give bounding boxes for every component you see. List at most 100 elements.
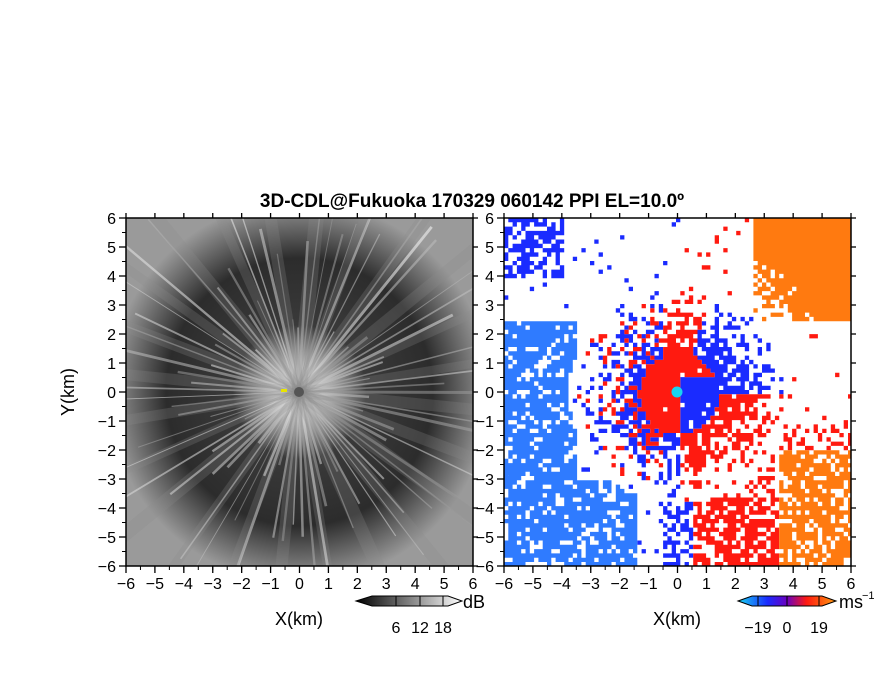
intensity-ytick-label: −2 (98, 443, 116, 460)
intensity-ray (298, 391, 397, 537)
velocity-ytick-label: −3 (476, 472, 494, 489)
intensity-ray-wide (126, 388, 301, 475)
velocity-xtick-label: 0 (673, 576, 682, 593)
intensity-ray-wide (295, 386, 473, 526)
intensity-ray (126, 391, 300, 498)
yellow-spot (281, 389, 287, 392)
intensity-ray (298, 391, 405, 514)
velocity-ytick-label: 6 (485, 211, 494, 228)
velocity-xtick-label: 1 (702, 576, 711, 593)
intensity-ray-wide (292, 389, 386, 566)
velocity-ytick-label: −1 (476, 414, 494, 431)
intensity-ray (211, 390, 300, 453)
velocity-ytick-label: 4 (485, 269, 494, 286)
velocity-colorbar: −19 0 19 ms −1 (736, 590, 875, 637)
intensity-xtick-label: −2 (233, 576, 251, 593)
intensity-ray (254, 348, 300, 393)
intensity-ray (276, 253, 300, 393)
intensity-ticks: −6 −5 −4 −3 −2 −1 0 1 2 3 4 5 6 −6 −5 −4 −3 −2 −1 0 1 2 3 4 5 6 (98, 211, 478, 593)
intensity-ray (272, 391, 301, 538)
intensity-ray (147, 218, 300, 393)
velocity-ytick-label: −2 (476, 443, 494, 460)
intensity-xtick-label: 0 (295, 576, 304, 593)
velocity-xtick-label: 4 (789, 576, 798, 593)
intensity-ray (298, 218, 334, 393)
intensity-xtick-label: −5 (146, 576, 164, 593)
intensity-ray (126, 349, 300, 394)
intensity-ray (298, 313, 454, 394)
intensity-ray (196, 391, 300, 566)
radar-center-dot (294, 387, 304, 397)
intensity-image (126, 218, 473, 566)
intensity-xtick-label: 6 (469, 576, 478, 593)
intensity-colorbar-unit: dB (463, 592, 485, 612)
velocity-colorbar-label: 0 (783, 620, 792, 637)
intensity-ray (244, 391, 300, 420)
intensity-ray-wide (168, 389, 303, 566)
intensity-xtick-label: −4 (175, 576, 193, 593)
intensity-xtick-label: 1 (324, 576, 333, 593)
intensity-ray (210, 391, 300, 418)
velocity-xtick-label: −4 (553, 576, 571, 593)
velocity-orange-cells (753, 218, 851, 566)
velocity-xtick-label: 5 (818, 576, 827, 593)
intensity-ytick-label: −1 (98, 414, 116, 431)
intensity-ray (297, 240, 309, 393)
velocity-xlabel: X(km) (653, 609, 701, 629)
intensity-ray (298, 218, 321, 393)
intensity-ray (298, 218, 424, 393)
velocity-xtick-label: −3 (582, 576, 600, 593)
velocity-pixels (504, 218, 851, 566)
intensity-ray (298, 233, 381, 393)
intensity-ray (169, 391, 300, 496)
intensity-ray (292, 391, 300, 525)
intensity-ray (298, 391, 425, 556)
intensity-ray-wide (126, 261, 302, 396)
velocity-image (504, 218, 851, 566)
intensity-ray-wide (275, 391, 305, 566)
intensity-ray (298, 223, 357, 393)
intensity-ytick-label: 5 (107, 240, 116, 257)
velocity-xtick-label: 2 (731, 576, 740, 593)
intensity-xtick-label: −1 (261, 576, 279, 593)
velocity-ytick-label: 3 (485, 298, 494, 315)
intensity-ray (297, 391, 304, 537)
velocity-colorbar-label: −19 (744, 620, 771, 637)
intensity-ray-wide (148, 218, 305, 397)
intensity-xtick-label: −3 (204, 576, 222, 593)
intensity-ray (126, 244, 300, 393)
velocity-xtick-label: −6 (495, 576, 513, 593)
intensity-colorbar-label: 6 (392, 620, 401, 637)
intensity-xtick-label: −6 (117, 576, 135, 593)
intensity-ray (210, 364, 300, 393)
intensity-ray-wide (126, 386, 304, 543)
intensity-ray (126, 391, 300, 468)
intensity-ray-wide (298, 359, 473, 397)
velocity-red-cells (577, 218, 851, 566)
velocity-blue-cells (504, 218, 784, 566)
intensity-colorbar-label: 18 (434, 620, 452, 637)
intensity-ray (297, 226, 433, 393)
intensity-ytick-label: −5 (98, 530, 116, 547)
intensity-ray (297, 391, 316, 566)
velocity-lblue-cells (504, 321, 638, 566)
intensity-ray (262, 391, 301, 477)
intensity-xtick-label: 3 (382, 576, 391, 593)
intensity-ray-wide (291, 218, 324, 393)
velocity-ytick-label: −5 (476, 530, 494, 547)
intensity-ray (227, 267, 300, 393)
intensity-ytick-label: −6 (98, 559, 116, 576)
intensity-ray (297, 391, 329, 566)
velocity-colorbar-label: 19 (810, 620, 828, 637)
intensity-ray (298, 370, 473, 393)
intensity-ray (179, 391, 300, 560)
intensity-ray (177, 370, 300, 394)
intensity-ray (298, 391, 354, 529)
velocity-ytick-label: −4 (476, 501, 494, 518)
intensity-ytick-label: −4 (98, 501, 116, 518)
intensity-ray (298, 377, 370, 393)
intensity-ray (258, 228, 301, 393)
intensity-ray (214, 343, 300, 393)
intensity-ray-wide (294, 387, 450, 566)
